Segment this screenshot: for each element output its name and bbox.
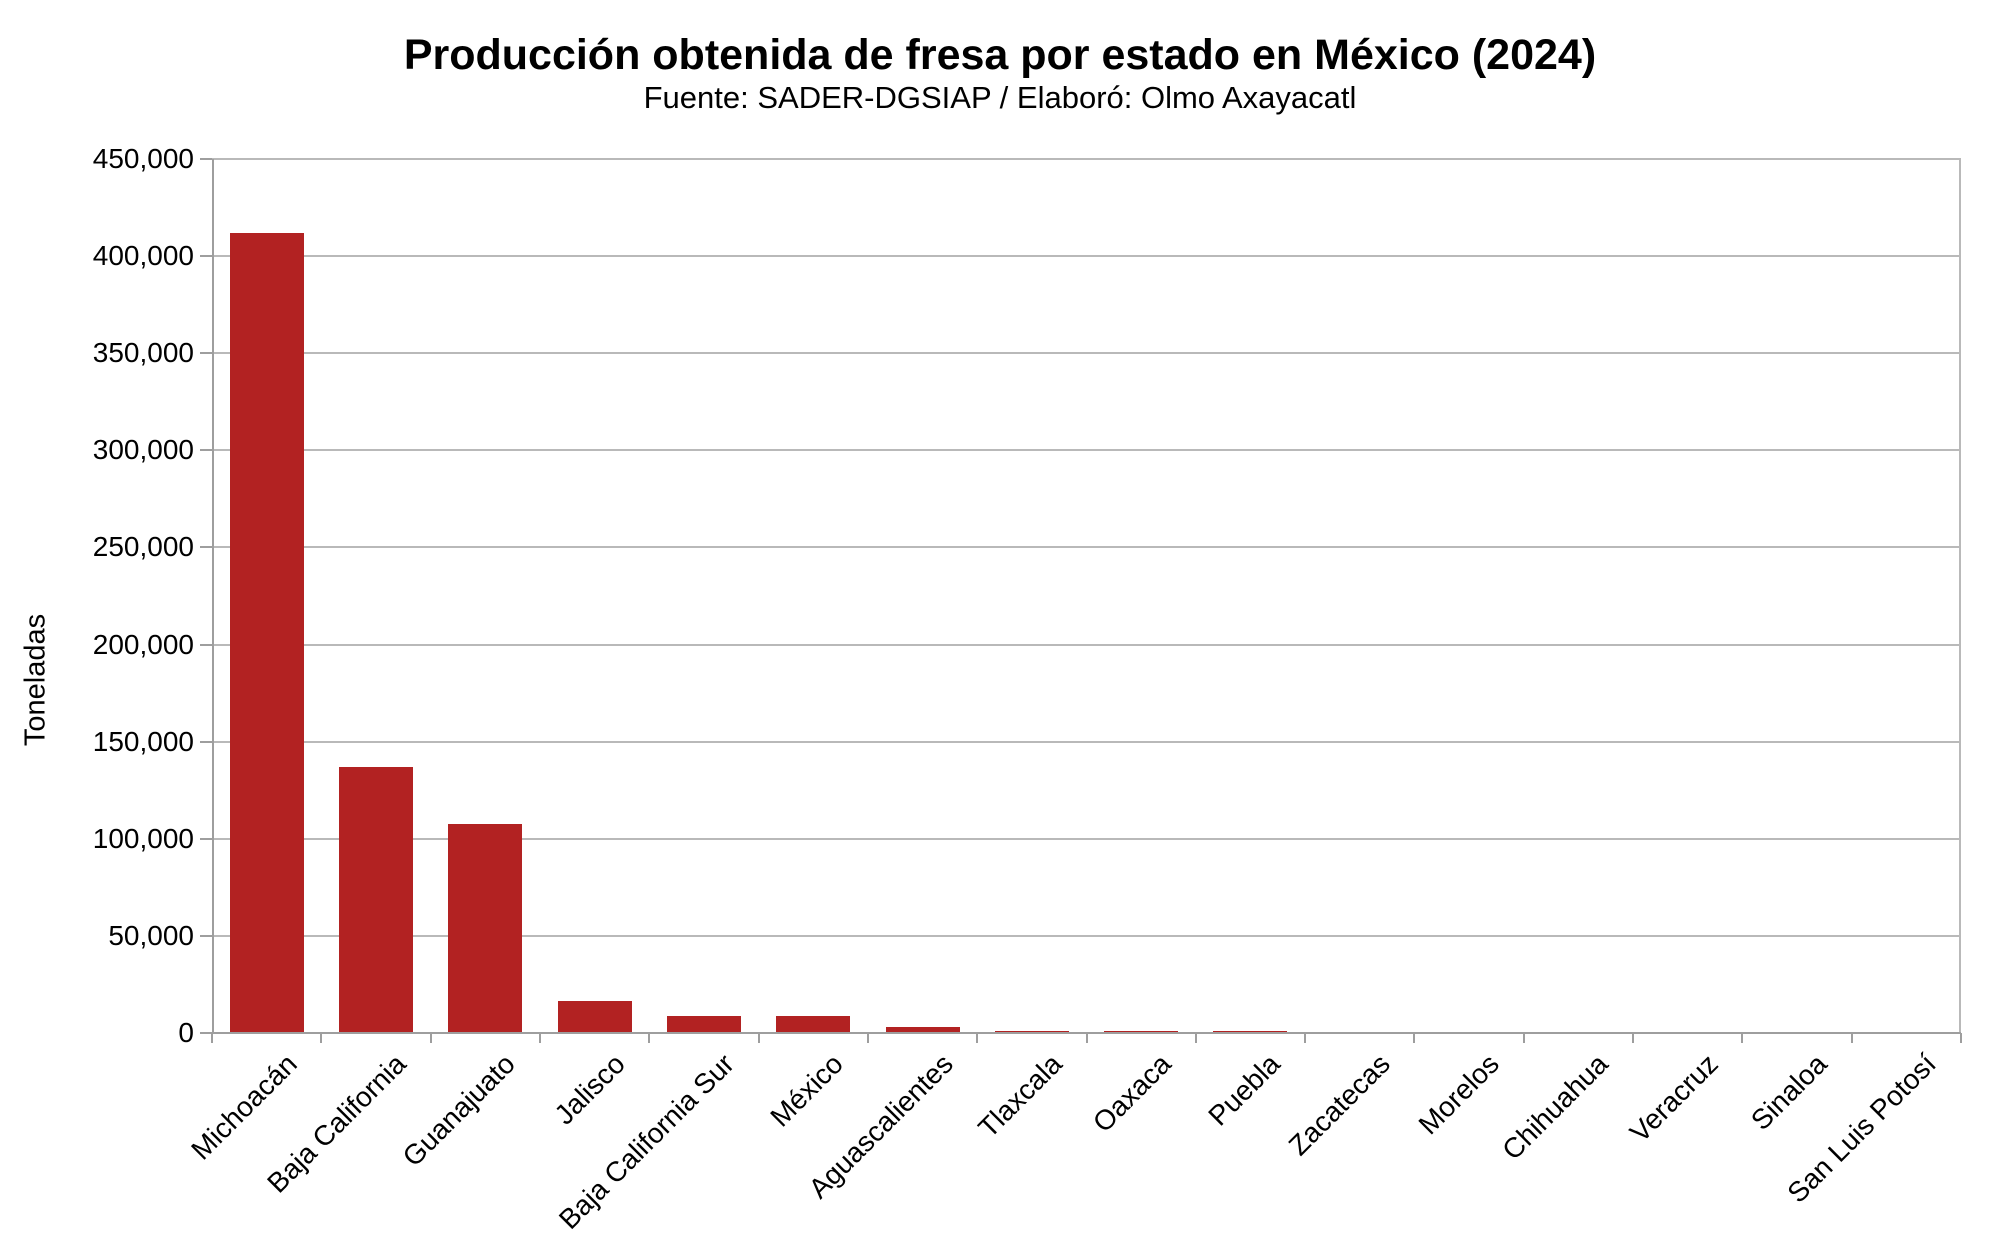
x-tick-mark	[866, 1033, 869, 1043]
y-tick-mark	[200, 352, 212, 355]
x-tick-mark	[538, 1033, 541, 1043]
y-tick-label: 300,000	[92, 434, 194, 466]
bar-aguascalientes	[885, 1027, 960, 1033]
gridline	[212, 837, 1961, 840]
x-tick-mark	[1960, 1033, 1962, 1043]
chart-subtitle: Fuente: SADER-DGSIAP / Elaboró: Olmo Axa…	[643, 80, 1357, 115]
x-axis-label-michoacan: Michoacán	[184, 1048, 303, 1166]
y-tick-label: 150,000	[92, 725, 194, 757]
x-tick-mark	[1632, 1033, 1635, 1043]
x-tick-mark	[1085, 1033, 1088, 1043]
gridline	[212, 449, 1961, 452]
gridline	[212, 352, 1961, 355]
y-tick-mark	[200, 449, 212, 452]
gridline	[212, 546, 1961, 549]
x-tick-mark	[757, 1033, 760, 1043]
x-axis-label-chihuahua: Chihuahua	[1496, 1048, 1615, 1166]
y-tick-mark	[200, 643, 212, 646]
x-tick-mark	[976, 1033, 979, 1043]
x-tick-mark	[211, 1033, 213, 1043]
x-tick-mark	[648, 1033, 651, 1043]
x-axis-label-puebla: Puebla	[1202, 1048, 1287, 1132]
x-tick-mark	[1522, 1033, 1525, 1043]
bar-mexico	[776, 1015, 851, 1033]
x-axis-label-zacatecas: Zacatecas	[1282, 1048, 1396, 1162]
y-tick-label: 350,000	[92, 337, 194, 369]
bar-baja-california-sur	[666, 1015, 741, 1033]
y-tick-label: 200,000	[92, 628, 194, 660]
y-tick-label: 100,000	[92, 822, 194, 854]
y-tick-mark	[200, 255, 212, 258]
y-tick-mark	[200, 837, 212, 840]
y-tick-label: 50,000	[108, 919, 194, 951]
x-tick-mark	[1304, 1033, 1307, 1043]
bar-michoacan	[229, 232, 304, 1033]
x-axis-label-oaxaca: Oaxaca	[1086, 1048, 1178, 1139]
y-tick-label: 450,000	[92, 143, 194, 174]
y-tick-mark	[200, 546, 212, 549]
x-tick-mark	[320, 1033, 323, 1043]
gridline	[212, 934, 1961, 937]
bar-tlaxcala	[994, 1030, 1069, 1033]
x-axis-label-sinaloa: Sinaloa	[1744, 1048, 1833, 1136]
x-tick-mark	[429, 1033, 432, 1043]
x-tick-mark	[1850, 1033, 1853, 1043]
x-tick-mark	[1741, 1033, 1744, 1043]
y-tick-mark	[200, 158, 212, 160]
chart-title: Producción obtenida de fresa por estado …	[403, 31, 1597, 79]
y-tick-label: 250,000	[92, 531, 194, 563]
bar-jalisco	[557, 1000, 632, 1033]
y-tick-mark	[200, 740, 212, 743]
x-axis-label-jalisco: Jalisco	[548, 1048, 631, 1131]
y-tick-mark	[200, 934, 212, 937]
bar-oaxaca	[1104, 1030, 1179, 1033]
x-tick-mark	[1194, 1033, 1197, 1043]
y-tick-label: 400,000	[92, 240, 194, 272]
gridline	[212, 158, 1961, 160]
x-axis-label-veracruz: Veracruz	[1623, 1048, 1724, 1149]
x-axis-label-mexico: México	[764, 1048, 850, 1133]
x-axis-label-guanajuato: Guanajuato	[396, 1048, 522, 1173]
x-axis-line	[212, 1032, 1961, 1034]
y-tick-mark	[200, 1032, 212, 1034]
gridline	[212, 740, 1961, 743]
bar-baja-california	[338, 766, 413, 1033]
plot-right-border	[1959, 159, 1961, 1033]
x-axis-label-morelos: Morelos	[1412, 1048, 1506, 1141]
bar-guanajuato	[448, 824, 523, 1033]
y-axis-line	[212, 159, 214, 1033]
x-axis-label-tlaxcala: Tlaxcala	[972, 1048, 1068, 1144]
gridline	[212, 255, 1961, 258]
x-tick-mark	[1413, 1033, 1416, 1043]
gridline	[212, 643, 1961, 646]
y-tick-label: 0	[178, 1017, 194, 1048]
